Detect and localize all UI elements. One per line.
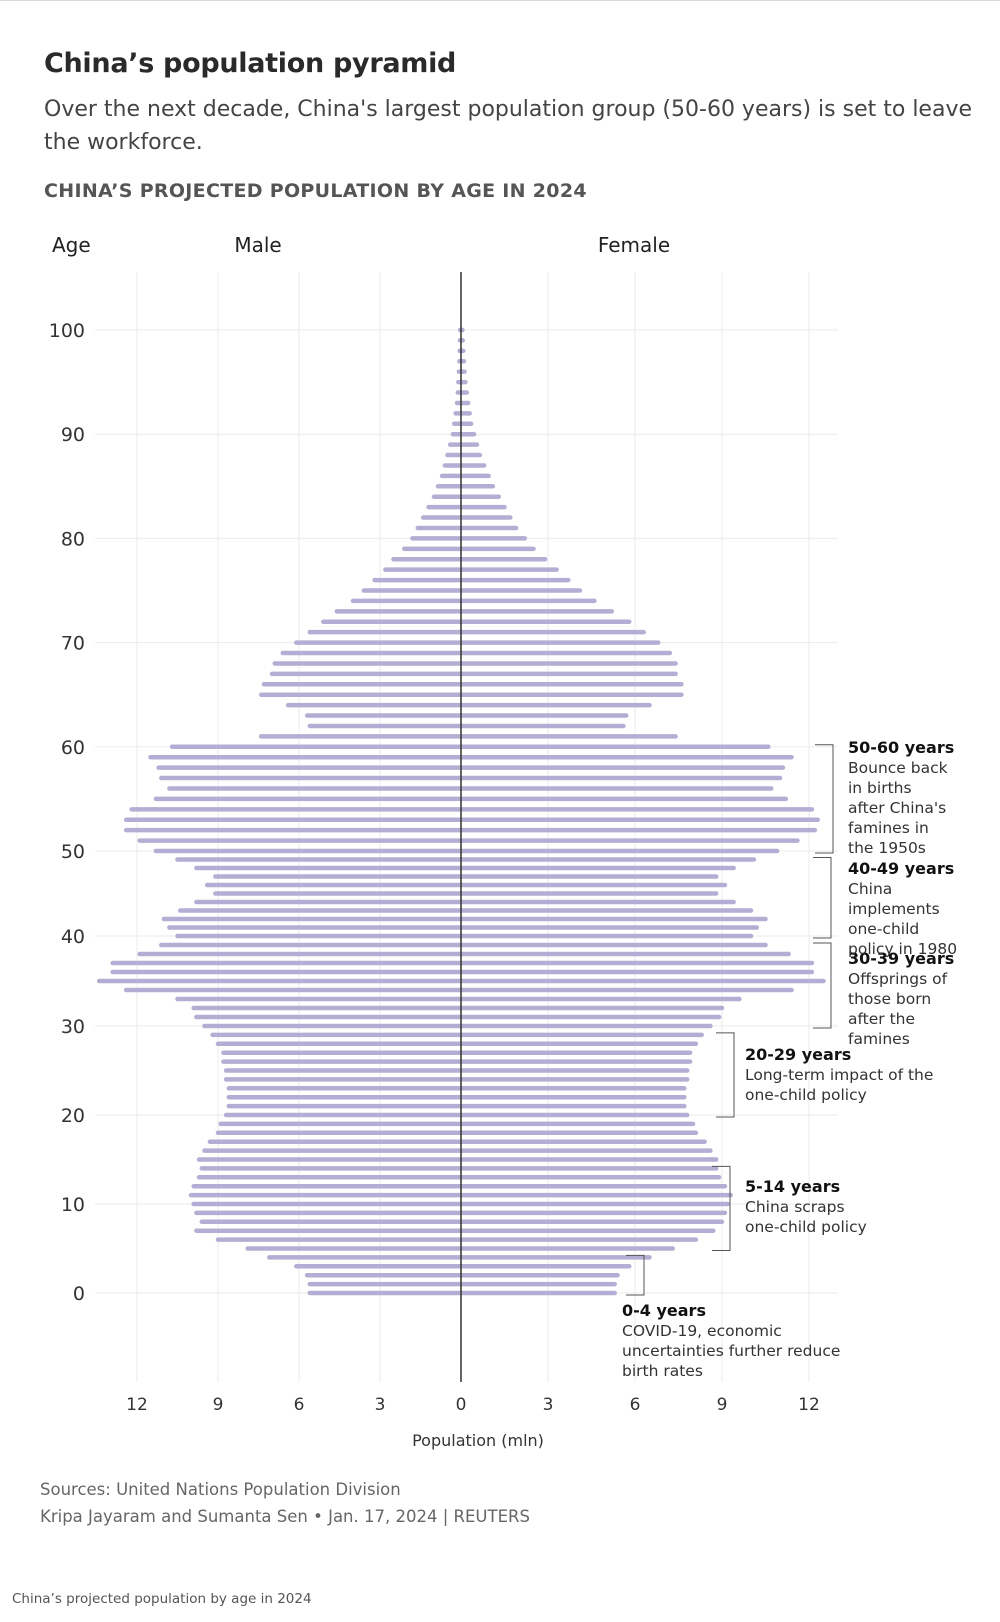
female-label: Female: [598, 233, 670, 257]
annotation-line: one-child policy: [745, 1086, 867, 1104]
annotation-line: the 1950s: [848, 839, 926, 857]
chart-title: CHINA’S PROJECTED POPULATION BY AGE IN 2…: [44, 180, 587, 202]
annotation-title-20-29-years: 20-29 years: [745, 1045, 851, 1064]
annotation-title-50-60-years: 50-60 years: [848, 738, 954, 757]
x-tick-right-6: 6: [630, 1395, 641, 1415]
x-tick-labels: 12 9 6 3 3 6 9 12 0: [126, 1395, 820, 1415]
page-subtitle: Over the next decade, China's largest po…: [44, 97, 972, 155]
male-label: Male: [234, 233, 281, 257]
annotation-line: famines: [848, 1030, 910, 1048]
annotation-line: Offsprings of: [848, 970, 948, 988]
annotation-line: uncertainties further reduce: [622, 1342, 840, 1360]
sources-line: Sources: United Nations Population Divis…: [40, 1480, 401, 1499]
annotation-line: in births: [848, 779, 912, 797]
y-tick-20: 20: [61, 1105, 85, 1127]
annotation-line: China scraps: [745, 1198, 845, 1216]
bracket-0-4-years: [626, 1254, 645, 1296]
y-tick-70: 70: [61, 633, 85, 655]
annotation-line: implements: [848, 900, 940, 918]
y-tick-90: 90: [61, 424, 85, 446]
annotation-title-30-39-years: 30-39 years: [848, 949, 954, 968]
y-tick-labels: 0 10 20 30 40 50 60 70 80 90 100: [49, 320, 85, 1305]
y-tick-10: 10: [61, 1194, 85, 1216]
annotation-line: COVID-19, economic: [622, 1322, 782, 1340]
y-axis-label: Age: [52, 233, 91, 257]
annotation-line: Bounce back: [848, 759, 948, 777]
y-tick-0: 0: [73, 1283, 85, 1305]
annotation-line: policy in 1980: [848, 940, 957, 958]
bracket-30-39-years: [813, 942, 832, 1029]
annotation-line: China: [848, 880, 892, 898]
x-tick-left-3: 3: [375, 1395, 386, 1415]
annotation-title-0-4-years: 0-4 years: [622, 1301, 706, 1320]
x-tick-right-3: 3: [543, 1395, 554, 1415]
y-tick-30: 30: [61, 1016, 85, 1038]
annotation-text-40-49-years: China implements one-child policy in 1980: [848, 880, 957, 958]
annotation-line: Long-term impact of the: [745, 1066, 933, 1084]
bars-group: [96, 327, 826, 1296]
y-tick-80: 80: [61, 528, 85, 550]
annotation-text-20-29-years: Long-term impact of the one-child policy: [745, 1066, 933, 1104]
annotation-title-40-49-years: 40-49 years: [848, 859, 954, 878]
x-tick-right-9: 9: [717, 1395, 728, 1415]
annotation-line: after the: [848, 1010, 915, 1028]
y-tick-50: 50: [61, 841, 85, 863]
y-tick-40: 40: [61, 926, 85, 948]
annotation-line: after China's: [848, 799, 946, 817]
annotation-line: famines in: [848, 819, 929, 837]
bracket-40-49-years: [813, 857, 832, 939]
x-tick-zero: 0: [456, 1395, 467, 1415]
annotation-text-5-14-years: China scraps one-child policy: [745, 1198, 867, 1236]
annotation-line: one-child policy: [745, 1218, 867, 1236]
annotation-text-0-4-years: COVID-19, economic uncertainties further …: [622, 1322, 840, 1380]
annotations-group: 0-4 years COVID-19, economic uncertainties…: [622, 738, 957, 1380]
image-caption: China’s projected population by age in 2…: [12, 1591, 312, 1607]
x-tick-left-12: 12: [126, 1395, 148, 1415]
byline: Kripa Jayaram and Sumanta Sen • Jan. 17,…: [40, 1507, 530, 1526]
annotation-line: birth rates: [622, 1362, 703, 1380]
annotation-line: one-child: [848, 920, 919, 938]
y-tick-100: 100: [49, 320, 85, 342]
bracket-20-29-years: [716, 1032, 735, 1118]
annotation-line: those born: [848, 990, 931, 1008]
page-title: China’s population pyramid: [44, 48, 457, 79]
annotation-text-50-60-years: Bounce back in births after China's famines…: [848, 759, 948, 857]
x-tick-left-6: 6: [294, 1395, 305, 1415]
annotation-text-30-39-years: Offsprings of those born after the famines: [848, 970, 948, 1048]
bracket-5-14-years: [712, 1165, 731, 1251]
grid-lines: [95, 272, 838, 1382]
x-axis-label: Population (mln): [412, 1431, 544, 1450]
x-tick-left-9: 9: [213, 1395, 224, 1415]
bracket-50-60-years: [815, 744, 834, 854]
x-tick-right-12: 12: [798, 1395, 820, 1415]
top-rule: [0, 0, 1000, 1]
annotation-title-5-14-years: 5-14 years: [745, 1177, 840, 1196]
y-tick-60: 60: [61, 737, 85, 759]
